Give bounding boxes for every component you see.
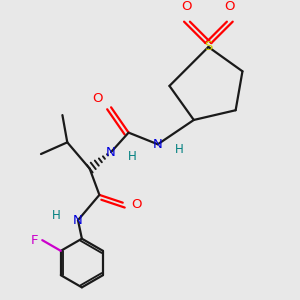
Text: S: S [204,40,213,53]
Text: N: N [73,214,83,227]
Text: N: N [153,138,163,151]
Text: O: O [92,92,103,105]
Text: H: H [128,150,137,164]
Text: H: H [175,143,184,156]
Text: H: H [52,209,61,222]
Text: F: F [31,234,38,247]
Text: N: N [106,146,116,159]
Text: O: O [131,198,142,211]
Text: O: O [225,0,235,13]
Text: O: O [182,0,192,13]
